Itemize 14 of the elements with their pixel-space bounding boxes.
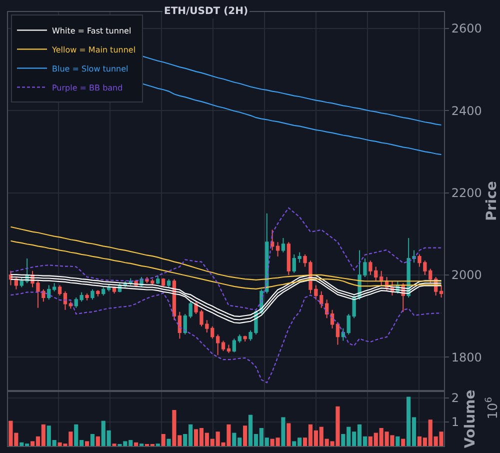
y-tick-label: 2600 [451,22,482,36]
y-axis-title: Price [484,181,500,221]
y-tick-label: 2200 [451,186,482,200]
y-tick-label: 2 [451,391,460,406]
legend-label: Yellow = Main tunnel [51,45,136,54]
legend-label: White = Fast tunnel [52,26,132,36]
y-tick-label: 2400 [451,104,482,118]
legend-label: Blue = Slow tunnel [52,64,128,74]
y-tick-label: 2000 [451,268,482,282]
y-axis-title: Volume [462,390,478,448]
chart-title: ETH/USDT (2H) [164,6,248,17]
y-tick-label: 1800 [451,350,482,364]
y-tick-label: 1 [451,415,460,430]
legend-label: Purple = BB band [52,83,123,92]
